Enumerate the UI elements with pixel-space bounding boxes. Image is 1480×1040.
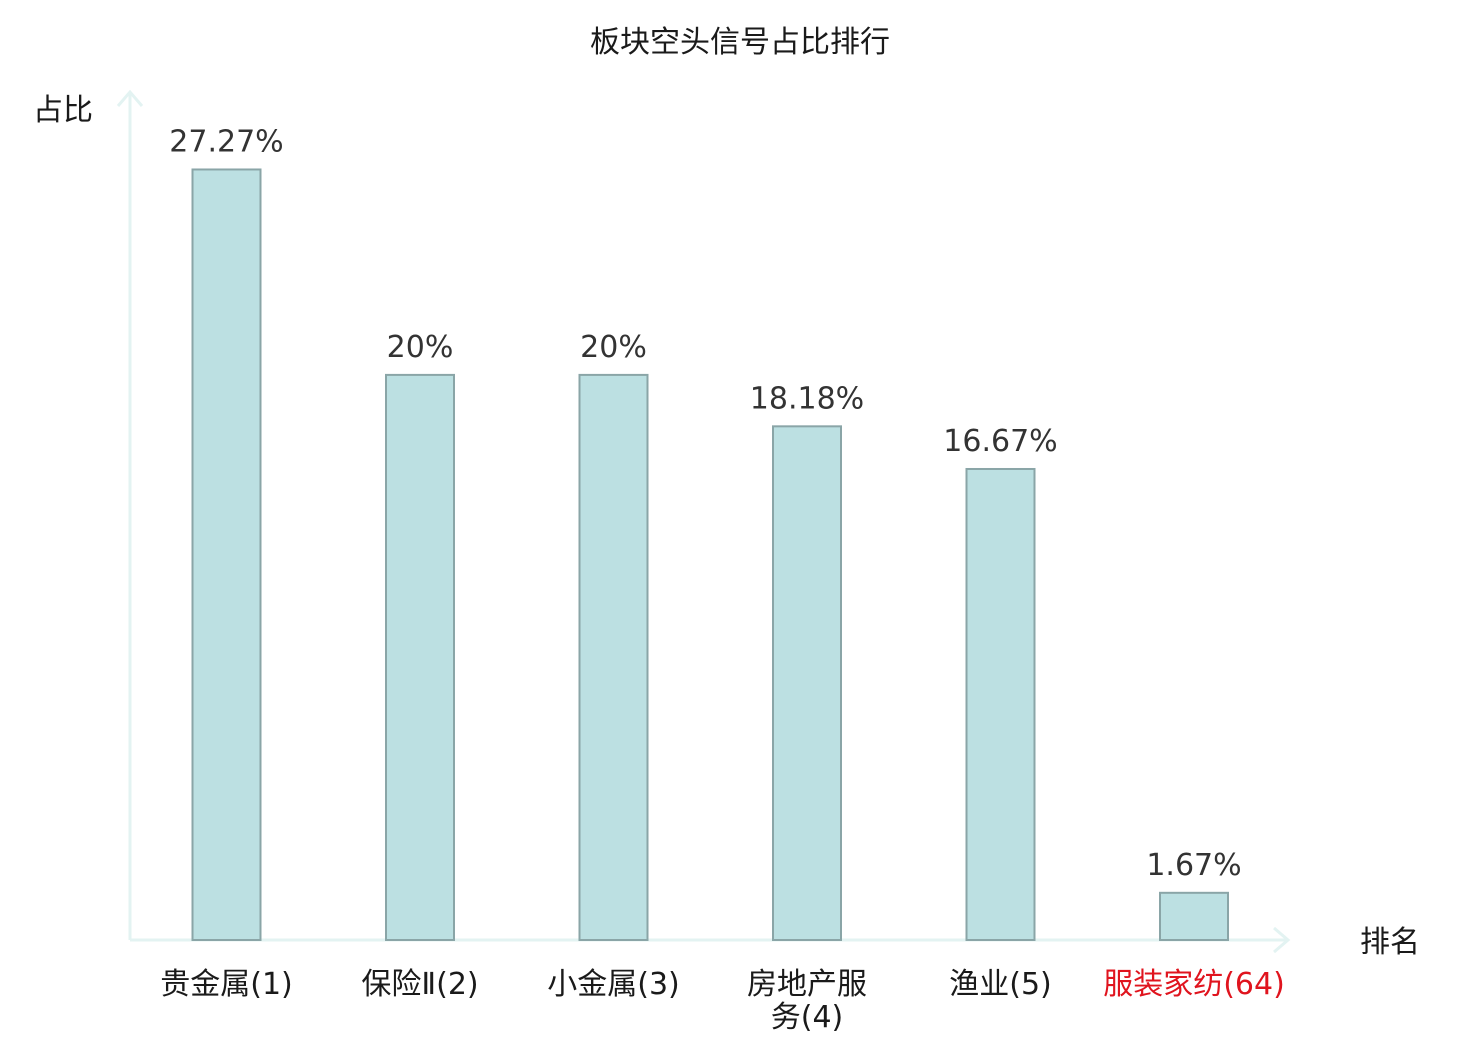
value-label-4: 18.18%	[750, 381, 864, 416]
category-name: 小金属	[547, 967, 637, 1002]
category-name: 渔业	[949, 967, 1009, 1002]
axes	[116, 89, 1291, 954]
category-label-3: 小金属(3)	[547, 967, 680, 1002]
bar-2	[385, 373, 455, 941]
category-label-1: 贵金属(1)	[160, 967, 293, 1002]
value-label-2: 20%	[387, 330, 454, 365]
category-label-line: 务(4)	[771, 1000, 844, 1035]
bar-5	[965, 467, 1036, 941]
bars-group	[191, 168, 1229, 941]
bar-4	[772, 425, 842, 941]
value-label-1: 27.27%	[169, 124, 283, 159]
bar-1	[191, 168, 262, 941]
y-axis-arrow	[116, 89, 144, 107]
category-label-2: 保险Ⅱ(2)	[361, 967, 478, 1002]
value-label-5: 16.67%	[943, 424, 1057, 459]
x-axis-label: 排名	[1360, 925, 1420, 960]
category-rank: (5)	[1009, 967, 1052, 1002]
value-label-6: 1.67%	[1146, 848, 1241, 883]
chart-title: 板块空头信号占比排行	[590, 25, 890, 60]
value-labels-group: 27.27% 20% 20% 18.18% 16.67% 1.67%	[169, 124, 1241, 882]
category-name: 贵金属	[160, 967, 250, 1002]
bar-6	[1159, 891, 1229, 941]
y-axis-label: 占比	[33, 93, 93, 128]
x-axis-arrow	[1273, 926, 1291, 954]
category-label-6: 服装家纺(64)	[1103, 967, 1285, 1002]
category-name: 保险Ⅱ	[361, 967, 436, 1002]
category-rank: (1)	[250, 967, 293, 1002]
category-label-4: 房地产服务(4)	[747, 967, 867, 1035]
value-label-3: 20%	[580, 330, 647, 365]
category-rank: (64)	[1223, 967, 1285, 1002]
bar-3	[578, 373, 649, 941]
category-rank: (3)	[637, 967, 680, 1002]
category-rank: (2)	[436, 967, 479, 1002]
category-label-line: 房地产服	[747, 967, 867, 1002]
category-name: 服装家纺	[1103, 967, 1223, 1002]
category-labels-group: 贵金属(1) 保险Ⅱ(2) 小金属(3) 房地产服务(4) 渔业(5) 服装家纺(64)	[160, 967, 1285, 1035]
category-label-5: 渔业(5)	[949, 967, 1052, 1002]
